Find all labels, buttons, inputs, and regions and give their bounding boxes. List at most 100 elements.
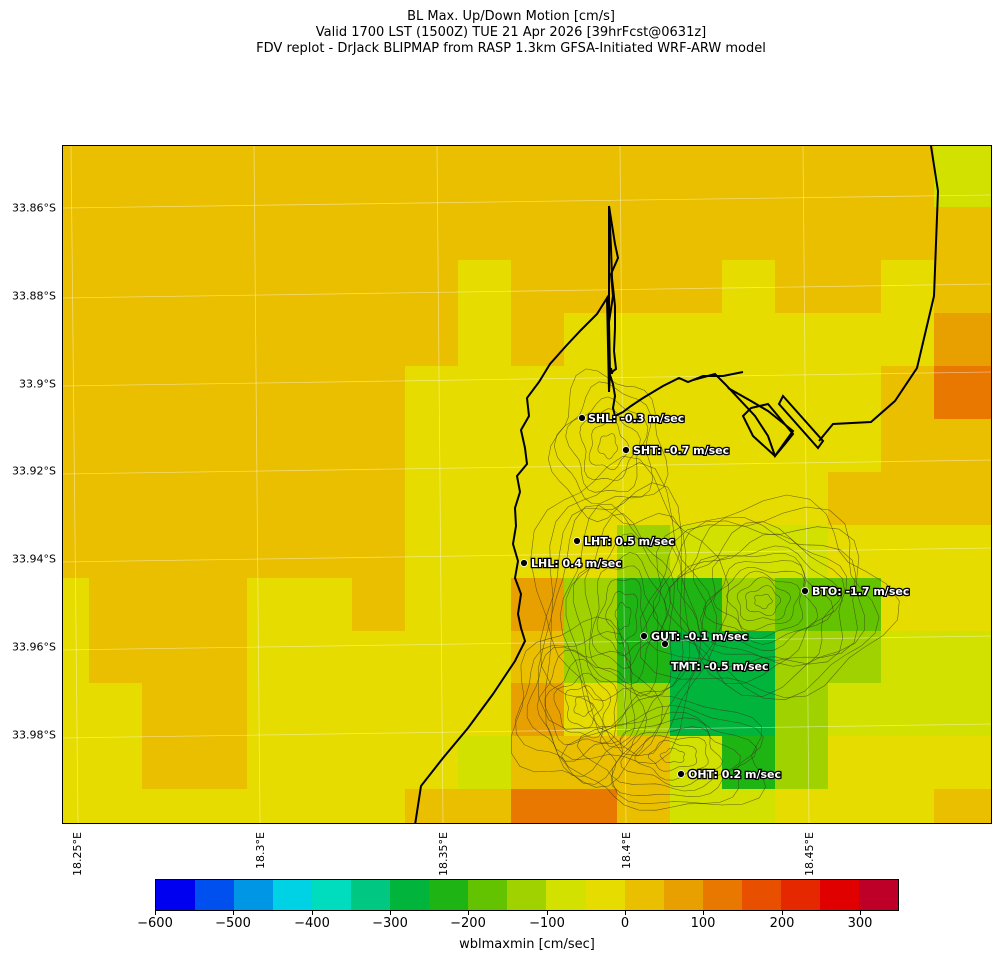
colorbar-tick-label: 200 [769,916,795,931]
contour-line [540,482,702,757]
grid-cell [63,146,90,155]
grid-cell [458,736,512,790]
grid-cell [247,366,300,420]
grid-cell [63,736,90,790]
grid-cell [63,207,90,261]
contour-line [640,506,880,701]
grid-cell [352,313,406,367]
grid-cell [194,578,248,632]
colorbar-swatch [624,880,664,910]
grid-cell [247,525,300,579]
contour-line [599,711,757,797]
grid-cell [352,789,406,823]
grid-cell [828,313,882,367]
contour-line [596,578,648,657]
colorbar-swatch [273,880,313,910]
contour-line [579,408,641,481]
grid-cell [564,146,618,155]
grid-cell [299,366,353,420]
grid-cell [299,472,353,526]
contour-line [559,503,684,727]
grid-cell [670,419,723,473]
grid-cell [142,631,195,684]
colorbar-tick [782,910,783,915]
station-label-sht: SHT: -0.7 m/sec [633,444,729,457]
station-marker-gut[interactable] [640,632,648,640]
grid-cell [247,419,300,473]
colorbar-swatch [585,880,625,910]
station-marker-shl[interactable] [578,414,586,422]
grid-cell [775,736,829,790]
colorbar-tick [860,910,861,915]
contour-line [611,717,741,792]
grid-cell [617,789,671,823]
colorbar-tick [468,910,469,915]
grid-cell [299,154,353,208]
grid-cell [511,207,565,261]
station-marker-sht[interactable] [622,446,630,454]
grid-cell [194,313,248,367]
colorbar-swatch [429,880,469,910]
grid-cell [934,207,991,261]
grid-cell [564,789,618,823]
grid-cell [405,313,459,367]
grid-cell [89,578,143,632]
contour-line [553,672,611,739]
grid-cell [405,146,459,155]
grid-cell [881,146,935,155]
grid-cell [881,313,935,367]
graticule-lines [63,146,991,823]
grid-cell [299,736,353,790]
grid-cell [194,366,248,420]
longitude-tick-label: 18.35°E [437,832,450,876]
grid-cell [247,631,300,684]
station-marker-oht[interactable] [677,770,685,778]
grid-cell [458,525,512,579]
grid-cell [142,313,195,367]
colorbar-tick-label: 0 [620,916,630,931]
grid-cell [63,789,90,823]
colorbar-tick [233,910,234,915]
contour-line [647,740,698,772]
contour-line [669,521,848,667]
grid-cell [458,472,512,526]
grid-cell [405,366,459,420]
station-label-gut: GUT: -0.1 m/sec [651,630,748,643]
grid-cell [299,260,353,314]
grid-cell [63,313,90,367]
grid-cell [828,789,882,823]
colorbar-swatch [741,880,781,910]
grid-cell [458,683,512,737]
contour-line [659,747,685,763]
grid-cell [299,631,353,684]
grid-cell [247,683,300,737]
grid-cell [142,260,195,314]
breakwater [741,402,795,458]
grid-cell [881,207,935,261]
grid-cell [458,154,512,208]
grid-cell [89,146,143,155]
contour-line [605,591,639,645]
contour-line [572,533,671,697]
station-marker-lht[interactable] [573,537,581,545]
grid-cell [299,207,353,261]
grid-cell [89,260,143,314]
grid-cell [670,146,723,155]
graticule-line [70,146,79,823]
grid-cell [934,154,991,208]
grid-cell [722,313,776,367]
station-marker-bto[interactable] [801,587,809,595]
contour-line [564,685,604,729]
station-marker-lhl[interactable] [520,559,528,567]
station-marker-tmt[interactable] [661,640,669,648]
grid-cell [511,260,565,314]
graticule-line [436,146,444,823]
colorbar-swatch [663,880,703,910]
grid-cell [722,207,776,261]
grid-cell [299,313,353,367]
colorbar-tick [312,910,313,915]
graticule-line [253,146,261,823]
grid-cell [458,260,512,314]
grid-cell [142,154,195,208]
contour-line [745,585,782,617]
